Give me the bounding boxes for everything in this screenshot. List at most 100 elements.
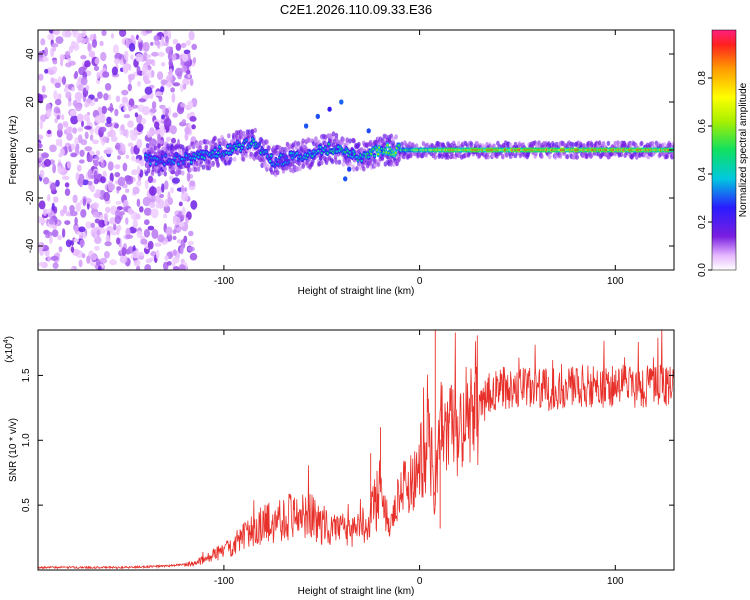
noise-blob	[184, 126, 191, 134]
noise-blob	[78, 177, 84, 188]
noise-blob	[103, 251, 110, 259]
noise-blob	[110, 231, 117, 236]
noise-blob	[145, 59, 154, 65]
noise-blob	[121, 89, 129, 96]
noise-blob	[159, 193, 165, 199]
noise-blob	[113, 223, 117, 231]
noise-blob	[85, 36, 90, 44]
ridge-halo	[639, 140, 644, 146]
noise-blob	[99, 40, 104, 47]
ridge-halo	[281, 165, 286, 171]
spectrogram-xtick-label: 100	[607, 276, 624, 287]
ridge-peak	[203, 156, 206, 160]
noise-blob	[151, 51, 159, 57]
noise-blob	[163, 205, 171, 214]
ridge-peak	[234, 147, 238, 150]
noise-blob	[168, 59, 173, 67]
noise-blob	[70, 246, 75, 253]
ridge-halo	[400, 141, 404, 147]
noise-blob	[107, 161, 114, 171]
noise-blob	[57, 76, 63, 85]
noise-blob	[65, 91, 72, 99]
noise-blob	[150, 208, 159, 219]
noise-blob	[64, 30, 72, 38]
noise-blob	[122, 162, 128, 172]
noise-blob	[161, 62, 166, 67]
ridge-halo	[199, 158, 204, 165]
noise-blob	[70, 152, 78, 158]
noise-blob	[87, 180, 93, 186]
ridge-halo	[433, 154, 438, 160]
ridge-halo	[421, 141, 426, 147]
colorbar-label: Normalized spectral amplitude	[738, 82, 749, 217]
ridge-halo	[409, 153, 413, 159]
noise-blob	[41, 85, 46, 93]
noise-blob	[98, 219, 106, 228]
ridge-halo	[345, 137, 350, 143]
ridge-peak	[290, 151, 293, 155]
noise-blob	[136, 114, 143, 124]
noise-blob	[171, 93, 176, 103]
noise-blob	[138, 98, 147, 103]
ridge-halo	[247, 133, 252, 139]
ridge-halo	[348, 161, 352, 167]
colorbar-ticks: 0.0 0.2 0.4 0.6 0.8	[697, 71, 712, 277]
noise-blob	[131, 169, 139, 176]
ridge-halo	[178, 169, 182, 175]
noise-blob	[104, 241, 112, 247]
noise-blob	[142, 64, 149, 73]
noise-blob	[141, 118, 147, 125]
ridge-peak	[398, 144, 401, 147]
noise-blob	[52, 30, 60, 36]
ridge-fleck	[303, 123, 309, 129]
noise-blob	[162, 105, 166, 115]
noise-blob	[147, 225, 155, 231]
noise-blob	[75, 172, 80, 181]
noise-blob	[80, 209, 87, 218]
colorbar-gradient	[712, 30, 736, 270]
noise-blob	[105, 147, 113, 155]
ridge-peak	[225, 151, 228, 154]
ridge-halo	[298, 165, 303, 171]
noise-blob	[91, 202, 99, 210]
noise-blob	[44, 46, 48, 57]
ridge-halo	[323, 134, 328, 140]
noise-blob	[190, 200, 198, 210]
snr-xtick-label: 0	[417, 576, 423, 587]
noise-blob	[84, 102, 90, 108]
ridge-halo	[196, 166, 201, 172]
noise-blob	[53, 106, 60, 114]
snr-ylabel: SNR (10 * v/v)	[8, 418, 19, 482]
noise-blob	[119, 254, 128, 264]
noise-blob	[136, 81, 141, 87]
noise-blob	[155, 91, 163, 97]
noise-blob	[85, 221, 92, 229]
ridge-peak	[270, 154, 273, 158]
noise-blob	[171, 137, 176, 144]
spectrogram-marks	[38, 30, 674, 270]
noise-blob	[144, 86, 153, 95]
noise-blob	[47, 129, 52, 135]
noise-blob	[164, 180, 169, 190]
ridge-halo	[270, 169, 274, 175]
noise-blob	[119, 30, 127, 37]
noise-blob	[55, 98, 62, 106]
noise-blob	[144, 179, 149, 190]
ridge-halo	[191, 144, 196, 150]
ridge-peak	[144, 153, 147, 157]
noise-blob	[182, 84, 187, 90]
spectrogram-panel: -100 0 100 -40 -20 0 20 40 Height of straight l…	[8, 29, 675, 297]
ridge-halo	[362, 166, 366, 172]
noise-blob	[181, 184, 185, 194]
noise-blob	[128, 74, 132, 84]
noise-blob	[154, 121, 160, 129]
noise-blob	[99, 126, 107, 133]
ridge-halo	[337, 159, 342, 165]
noise-blob	[58, 246, 63, 253]
noise-blob	[185, 40, 191, 46]
ridge-halo	[601, 140, 606, 147]
noise-blob	[155, 186, 162, 195]
noise-blob	[175, 67, 183, 77]
noise-blob	[146, 130, 152, 138]
ridge-halo	[234, 133, 239, 139]
